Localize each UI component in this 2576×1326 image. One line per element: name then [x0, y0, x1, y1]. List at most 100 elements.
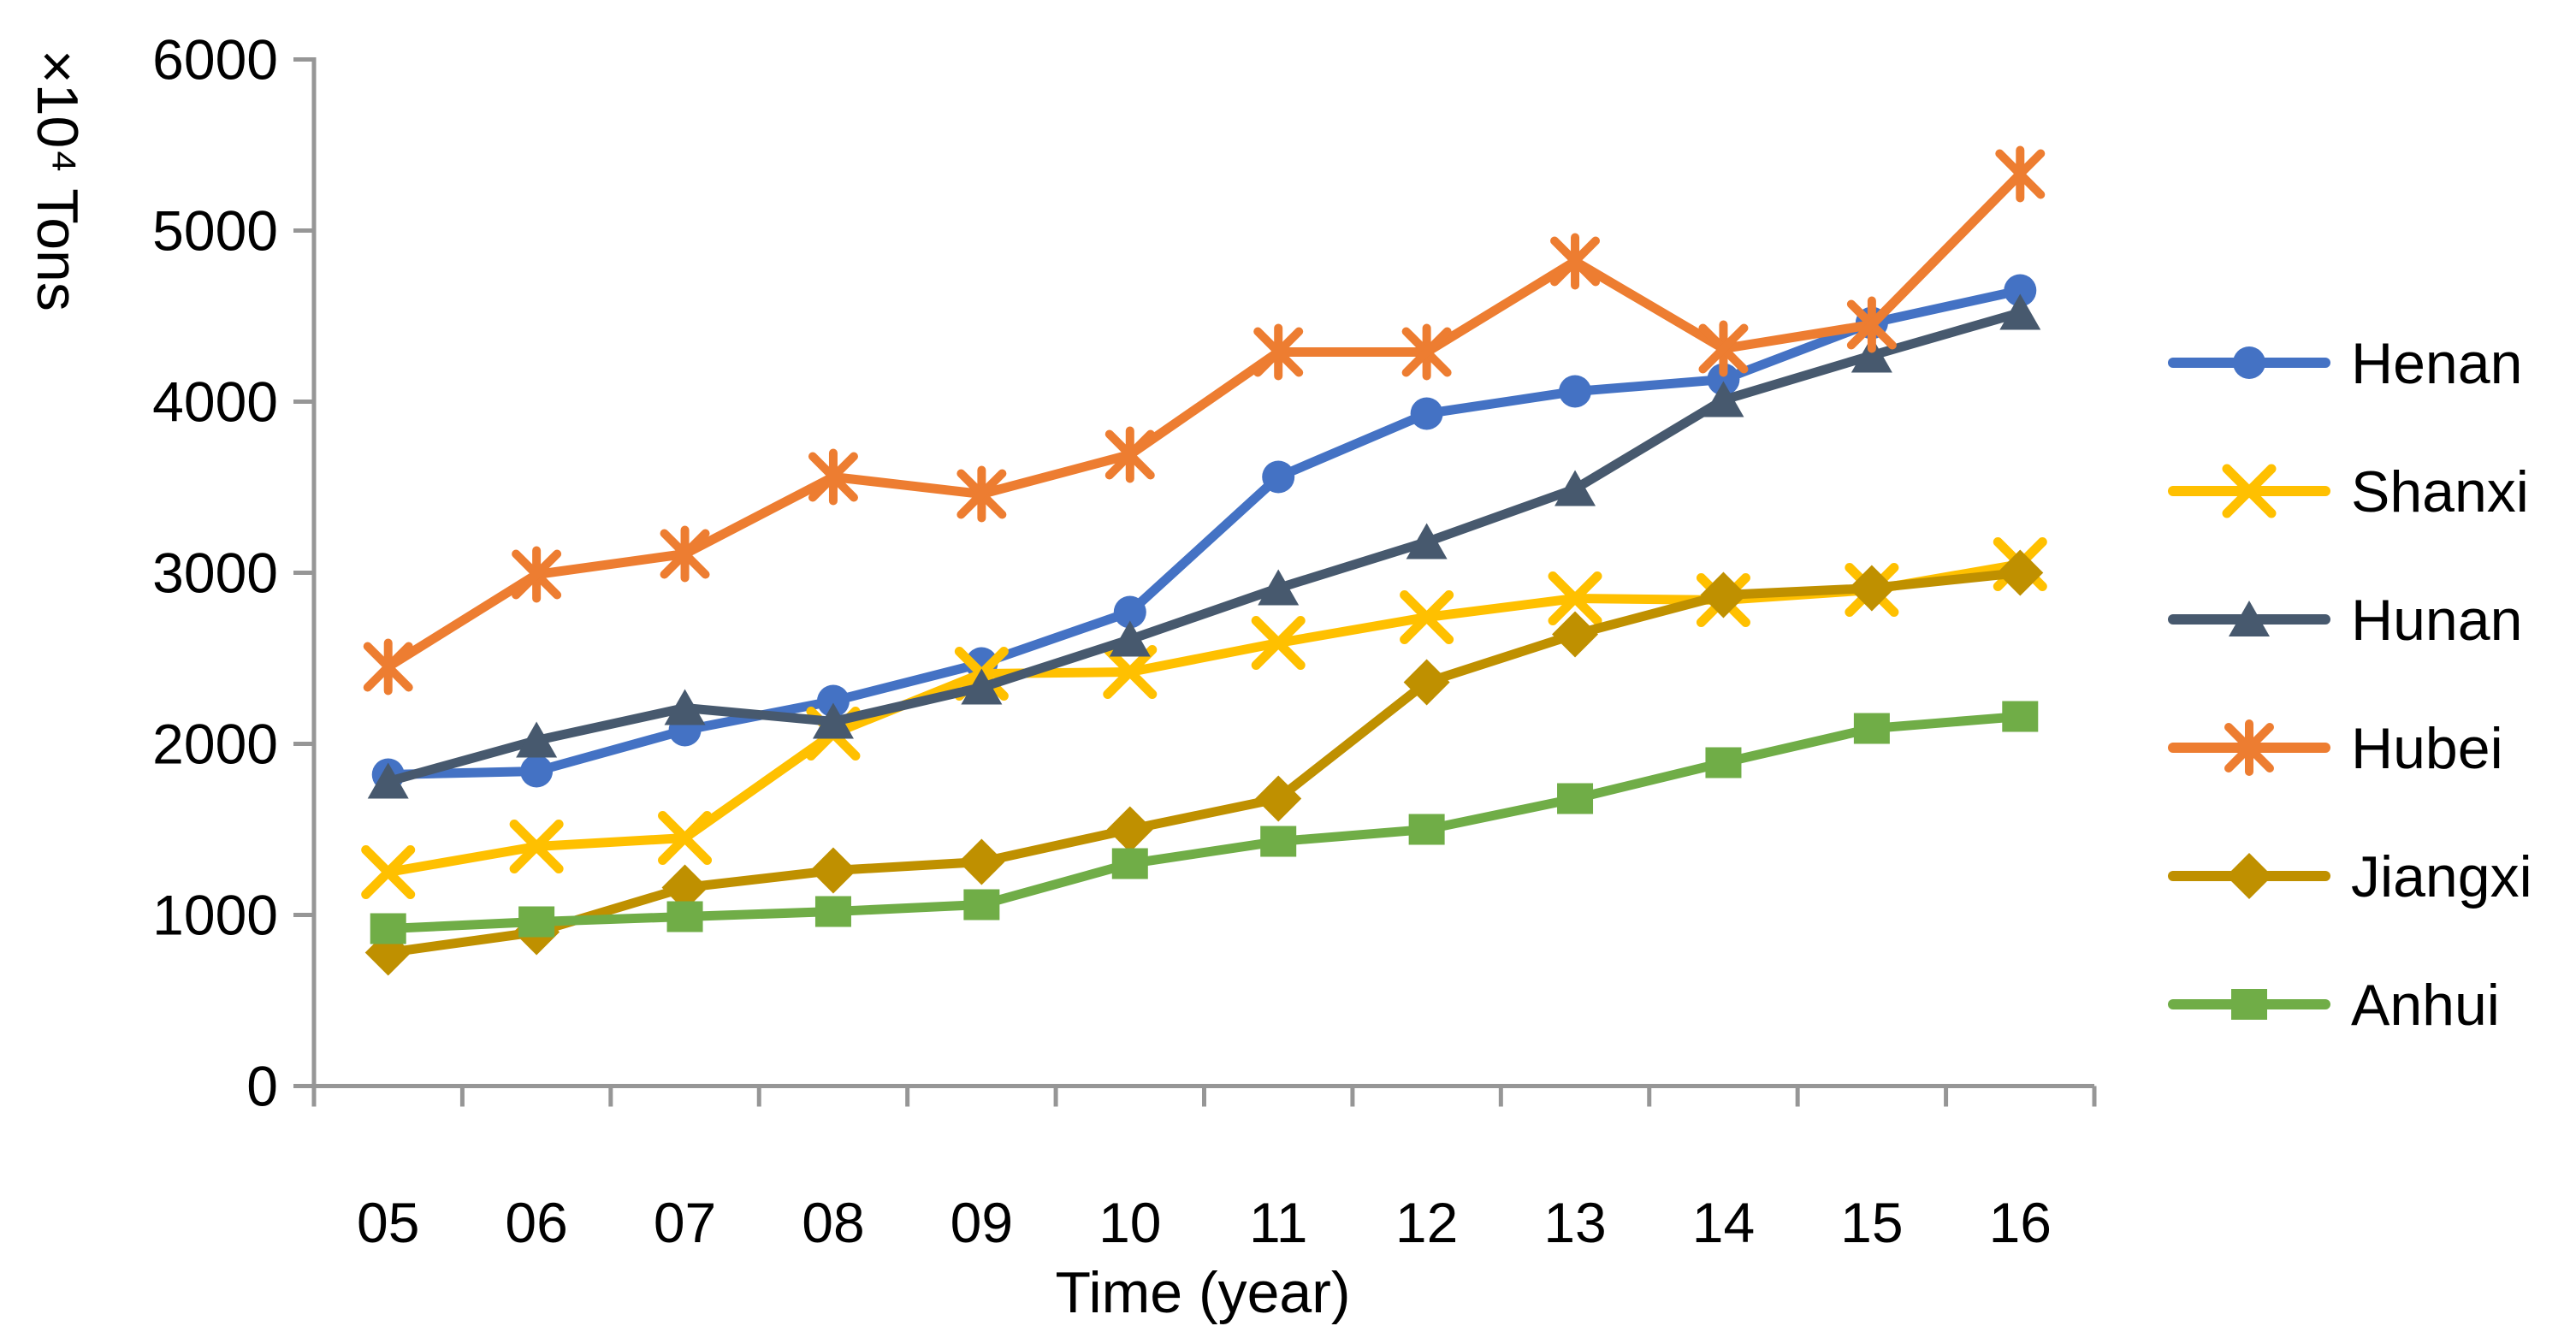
series-anhui-pt11-square-marker-icon [2002, 701, 2039, 732]
series-henan-pt6-circle-marker-icon [1262, 460, 1295, 494]
series-hubei-pt5-asterisk-marker-icon [1104, 426, 1155, 483]
series-hunan-pt0-triangle-marker-icon [367, 762, 409, 799]
series-jiangxi-pt2-marker-shape [661, 864, 708, 911]
series-jiangxi-pt4-marker-shape [958, 838, 1005, 885]
series-anhui-pt5-marker-shape [1111, 848, 1148, 879]
series-jiangxi-pt6-diamond-marker-icon [1255, 775, 1302, 822]
y-tick-label-1000: 1000 [152, 884, 278, 947]
series-anhui-pt4-marker-shape [963, 889, 1000, 921]
series-jiangxi-pt7-marker-shape [1403, 659, 1450, 706]
series-anhui-pt7-square-marker-icon [1408, 814, 1445, 845]
series-hubei-pt9-marker-stroke [1698, 323, 1749, 374]
series-shanxi-pt8-marker-stroke [1548, 571, 1602, 625]
series-anhui-pt2-marker-shape [666, 901, 703, 932]
series-jiangxi-pt6-marker-shape [1255, 775, 1302, 822]
series-hubei-pt4-marker-stroke [956, 469, 1007, 519]
legend-item-anhui: Anhui [2168, 973, 2500, 1038]
series-henan-pt9-circle-marker-icon [1707, 363, 1740, 396]
legend-item-hunan-triangle-marker-icon [2229, 601, 2270, 636]
x-tick-label-09: 09 [950, 1191, 1013, 1254]
series-shanxi-pt7-marker-stroke [1400, 590, 1454, 644]
series-henan-pt8-circle-marker-icon [1559, 375, 1592, 408]
series-hunan-pt7-triangle-marker-icon [1406, 523, 1448, 559]
legend-item-henan-label: Henan [2351, 331, 2522, 396]
series-hunan-pt2-triangle-marker-icon [664, 689, 706, 725]
y-tick-label-6000: 6000 [152, 28, 278, 92]
series-anhui-pt6-marker-shape [1260, 826, 1297, 857]
series-jiangxi-pt9-marker-shape [1700, 571, 1747, 619]
series-hubei-pt1-asterisk-marker-icon [512, 546, 562, 603]
series-shanxi-pt7-x-marker-icon [1400, 590, 1454, 644]
series-jiangxi-pt9-diamond-marker-icon [1700, 571, 1747, 619]
x-axis-title: Time (year) [1055, 1260, 1350, 1325]
legend-item-anhui-label: Anhui [2351, 973, 2500, 1038]
x-tick-label-14: 14 [1692, 1191, 1755, 1254]
y-tick-label-3000: 3000 [152, 542, 278, 605]
series-shanxi-pt6-marker-stroke [1251, 616, 1306, 670]
legend-item-jiangxi-diamond-marker-icon [2226, 853, 2272, 899]
series-henan-pt1-circle-marker-icon [520, 755, 554, 788]
legend-item-hubei-asterisk-marker-icon [2224, 719, 2274, 776]
series-hunan-pt5-triangle-marker-icon [1109, 620, 1151, 657]
series-jiangxi-pt11-marker-shape [1997, 549, 2044, 596]
legend-item-jiangxi-label: Jiangxi [2351, 844, 2532, 909]
series-anhui-pt0-square-marker-icon [370, 913, 406, 944]
series-hunan-pt7-marker-shape [1406, 523, 1448, 559]
series-hunan-pt6-triangle-marker-icon [1258, 569, 1300, 606]
series-hubei-pt7-marker-stroke [1401, 327, 1452, 377]
series-henan-pt7-circle-marker-icon [1410, 397, 1443, 430]
series-shanxi-pt5-x-marker-icon [1103, 645, 1158, 699]
x-tick-label-13: 13 [1543, 1191, 1606, 1254]
series-hubei-pt9-asterisk-marker-icon [1698, 320, 1749, 377]
legend-item-shanxi-label: Shanxi [2351, 459, 2529, 524]
x-tick-label-10: 10 [1099, 1191, 1161, 1254]
series-shanxi-pt1-x-marker-icon [509, 820, 564, 873]
x-tick-label-16: 16 [1989, 1191, 2052, 1254]
series-shanxi-pt0-marker-stroke [361, 845, 416, 899]
series-hubei-pt0-asterisk-marker-icon [363, 638, 413, 696]
series-anhui-pt9-square-marker-icon [1705, 747, 1742, 778]
series-anhui-pt1-marker-shape [518, 906, 555, 938]
series-henan-pt5-marker-shape [1113, 595, 1146, 629]
series-hubei-pt5-marker-stroke [1104, 429, 1155, 480]
series-anhui-line [383, 712, 2025, 933]
y-tick-label-4000: 4000 [152, 370, 278, 434]
series-henan-line [383, 286, 2025, 779]
legend-item-anhui-marker-shape [2231, 989, 2267, 1020]
series-henan-pt11-circle-marker-icon [2004, 274, 2037, 307]
series-hunan-pt3-triangle-marker-icon [812, 702, 854, 739]
x-tick-label-12: 12 [1395, 1191, 1458, 1254]
series-anhui-pt4-square-marker-icon [963, 889, 1000, 921]
y-tick-label-0: 0 [246, 1055, 278, 1118]
series-hunan-pt3-marker-shape [812, 702, 854, 739]
series-jiangxi-pt8-marker-shape [1552, 611, 1599, 658]
series-hunan-pt1-triangle-marker-icon [516, 721, 558, 758]
legend-item-henan-marker-shape [2233, 346, 2265, 379]
y-axis-title: ×10⁴ Tons [25, 50, 90, 311]
series-shanxi-pt2-x-marker-icon [658, 811, 713, 865]
series-anhui-pt10-marker-shape [1853, 713, 1890, 744]
series-hubei-pt6-marker-stroke [1253, 327, 1304, 377]
series-hunan-pt9-triangle-marker-icon [1703, 381, 1744, 417]
series-henan-pt6-marker-shape [1262, 460, 1295, 494]
legend-item-hubei-marker-stroke [2224, 723, 2274, 773]
series-jiangxi-pt5-marker-shape [1106, 806, 1153, 853]
series-shanxi-pt6-x-marker-icon [1251, 616, 1306, 670]
series-hunan-pt10-marker-shape [1851, 336, 1892, 373]
series-hubei-pt2-marker-stroke [660, 529, 710, 579]
series-anhui-pt3-marker-shape [814, 896, 851, 927]
series-anhui-pt3-square-marker-icon [814, 896, 851, 927]
series-jiangxi-pt8-diamond-marker-icon [1552, 611, 1599, 658]
series-jiangxi-pt10-diamond-marker-icon [1848, 565, 1895, 612]
legend-item-jiangxi-marker-shape [2226, 853, 2272, 899]
series-anhui-pt9-marker-shape [1705, 747, 1742, 778]
series-shanxi-pt2-marker-stroke [658, 811, 713, 865]
series-hubei-pt10-marker-stroke [1846, 299, 1897, 350]
series-hubei-pt2-asterisk-marker-icon [660, 525, 710, 583]
series-anhui-pt8-square-marker-icon [1557, 783, 1594, 814]
series-hubei-pt3-asterisk-marker-icon [808, 448, 858, 506]
series-hunan-pt10-triangle-marker-icon [1851, 336, 1892, 373]
legend-item-jiangxi: Jiangxi [2168, 844, 2532, 909]
legend-item-hunan-label: Hunan [2351, 588, 2522, 653]
